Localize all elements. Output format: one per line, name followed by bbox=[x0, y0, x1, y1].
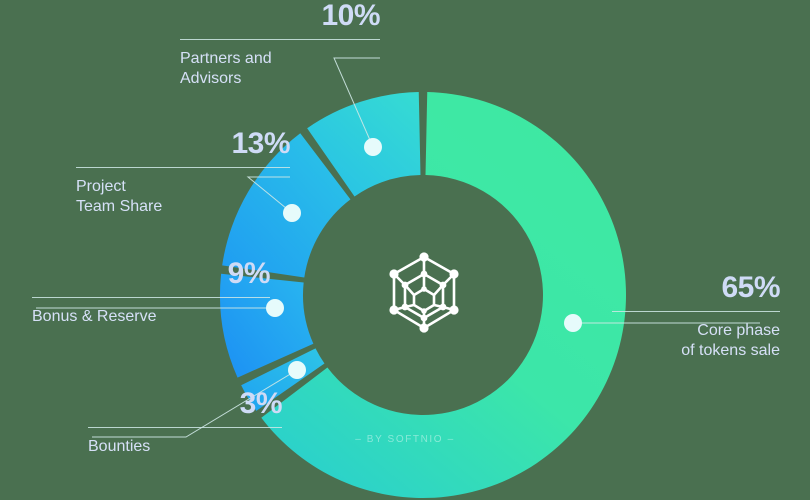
segment-partners-advisors[interactable] bbox=[307, 92, 421, 197]
label-core-description: Core phase of tokens sale bbox=[681, 321, 780, 359]
leader-lines bbox=[36, 57, 760, 438]
label-project-description: Project Team Share bbox=[76, 177, 163, 215]
dot-bounties[interactable] bbox=[288, 361, 306, 379]
label-bonus-description: Bonus & Reserve bbox=[32, 307, 157, 325]
label-partners-advisors: 10% Partners and Advisors bbox=[180, 0, 381, 89]
label-partners-description: Partners and Advisors bbox=[180, 49, 272, 87]
segment-core-phase[interactable] bbox=[261, 92, 626, 498]
segment-bonus-reserve[interactable] bbox=[220, 273, 314, 378]
label-core-percent: 65% bbox=[721, 271, 780, 304]
leader-line-partners-advisors bbox=[333, 57, 380, 148]
label-project-percent: 13% bbox=[231, 127, 290, 160]
label-project-rule bbox=[76, 166, 290, 168]
hexagonal-network-logo-icon bbox=[389, 252, 459, 333]
segment-project-team-share[interactable] bbox=[222, 133, 351, 278]
label-project-team-share: 13% Project Team Share bbox=[76, 127, 291, 217]
label-partners-percent: 10% bbox=[321, 0, 380, 32]
dot-bonus-reserve[interactable] bbox=[266, 299, 284, 317]
label-bounties-description: Bounties bbox=[88, 437, 151, 455]
label-core-rule bbox=[612, 310, 780, 312]
label-bounties-rule bbox=[88, 426, 282, 428]
label-bounties: 3% Bounties bbox=[88, 387, 283, 457]
dot-partners-advisors[interactable] bbox=[364, 138, 382, 156]
label-partners-rule bbox=[180, 38, 380, 40]
label-bonus-rule bbox=[32, 296, 270, 298]
label-bonus-reserve: 9% Bonus & Reserve bbox=[32, 257, 271, 327]
donut-segments bbox=[220, 92, 626, 498]
label-bounties-percent: 3% bbox=[239, 387, 283, 420]
segment-dots bbox=[266, 138, 582, 379]
dot-core-phase[interactable] bbox=[564, 314, 582, 332]
dot-project-team-share[interactable] bbox=[283, 204, 301, 222]
leader-line-bounties bbox=[92, 369, 298, 438]
label-bonus-percent: 9% bbox=[227, 257, 271, 290]
leader-line-project-team-share bbox=[246, 176, 293, 214]
label-core-phase: 65% Core phase of tokens sale bbox=[612, 271, 781, 361]
